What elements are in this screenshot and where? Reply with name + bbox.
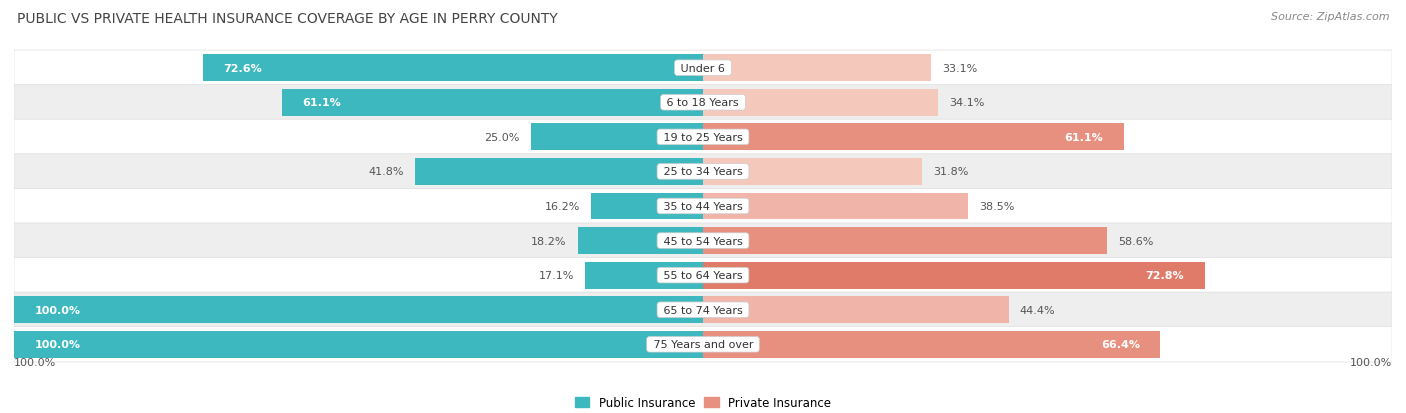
Bar xyxy=(703,331,1160,358)
Bar xyxy=(14,297,703,323)
Text: 17.1%: 17.1% xyxy=(538,271,574,280)
Bar xyxy=(703,55,931,82)
Text: 45 to 54 Years: 45 to 54 Years xyxy=(659,236,747,246)
Text: 100.0%: 100.0% xyxy=(14,357,56,368)
FancyBboxPatch shape xyxy=(14,120,1392,155)
Text: 100.0%: 100.0% xyxy=(35,339,80,349)
Text: 16.2%: 16.2% xyxy=(546,202,581,211)
Text: 25.0%: 25.0% xyxy=(484,133,520,142)
Text: 33.1%: 33.1% xyxy=(942,64,977,74)
Bar xyxy=(585,262,703,289)
Text: 66.4%: 66.4% xyxy=(1101,339,1140,349)
FancyBboxPatch shape xyxy=(14,154,1392,190)
FancyBboxPatch shape xyxy=(14,327,1392,362)
Bar xyxy=(592,193,703,220)
Text: 72.6%: 72.6% xyxy=(224,64,263,74)
Text: 55 to 64 Years: 55 to 64 Years xyxy=(659,271,747,280)
Bar xyxy=(703,193,969,220)
FancyBboxPatch shape xyxy=(14,223,1392,259)
Text: 31.8%: 31.8% xyxy=(934,167,969,177)
Bar xyxy=(578,228,703,254)
Text: 61.1%: 61.1% xyxy=(302,98,342,108)
FancyBboxPatch shape xyxy=(14,85,1392,121)
FancyBboxPatch shape xyxy=(14,292,1392,328)
Text: 100.0%: 100.0% xyxy=(35,305,80,315)
Text: 65 to 74 Years: 65 to 74 Years xyxy=(659,305,747,315)
FancyBboxPatch shape xyxy=(14,189,1392,224)
Text: PUBLIC VS PRIVATE HEALTH INSURANCE COVERAGE BY AGE IN PERRY COUNTY: PUBLIC VS PRIVATE HEALTH INSURANCE COVER… xyxy=(17,12,558,26)
Text: 41.8%: 41.8% xyxy=(368,167,404,177)
Text: 75 Years and over: 75 Years and over xyxy=(650,339,756,349)
Bar xyxy=(14,331,703,358)
Text: 19 to 25 Years: 19 to 25 Years xyxy=(659,133,747,142)
Text: 44.4%: 44.4% xyxy=(1019,305,1056,315)
Bar xyxy=(703,228,1107,254)
Text: 34.1%: 34.1% xyxy=(949,98,984,108)
Text: 18.2%: 18.2% xyxy=(531,236,567,246)
Text: 6 to 18 Years: 6 to 18 Years xyxy=(664,98,742,108)
Bar xyxy=(415,159,703,185)
Text: 35 to 44 Years: 35 to 44 Years xyxy=(659,202,747,211)
Bar xyxy=(703,90,938,116)
Bar xyxy=(703,262,1205,289)
Bar xyxy=(703,124,1123,151)
Text: Source: ZipAtlas.com: Source: ZipAtlas.com xyxy=(1271,12,1389,22)
Text: Under 6: Under 6 xyxy=(678,64,728,74)
FancyBboxPatch shape xyxy=(14,258,1392,293)
Text: 100.0%: 100.0% xyxy=(1350,357,1392,368)
Legend: Public Insurance, Private Insurance: Public Insurance, Private Insurance xyxy=(571,392,835,413)
Text: 58.6%: 58.6% xyxy=(1118,236,1153,246)
Bar xyxy=(531,124,703,151)
Text: 38.5%: 38.5% xyxy=(979,202,1015,211)
Text: 25 to 34 Years: 25 to 34 Years xyxy=(659,167,747,177)
Text: 61.1%: 61.1% xyxy=(1064,133,1104,142)
FancyBboxPatch shape xyxy=(14,51,1392,86)
Text: 72.8%: 72.8% xyxy=(1146,271,1184,280)
Bar xyxy=(283,90,703,116)
Bar xyxy=(703,297,1010,323)
Bar xyxy=(703,159,922,185)
Bar xyxy=(202,55,703,82)
